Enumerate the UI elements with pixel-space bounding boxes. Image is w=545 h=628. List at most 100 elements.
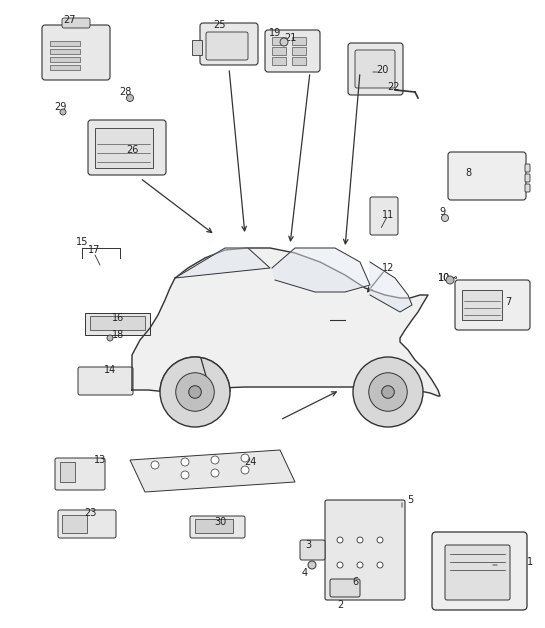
Circle shape xyxy=(181,458,189,466)
Bar xyxy=(62,515,87,533)
Text: 30: 30 xyxy=(214,517,226,527)
Text: 27: 27 xyxy=(64,15,76,25)
Text: 22: 22 xyxy=(387,82,400,92)
FancyBboxPatch shape xyxy=(265,30,320,72)
Circle shape xyxy=(377,537,383,543)
Bar xyxy=(272,37,286,45)
FancyBboxPatch shape xyxy=(330,579,360,597)
FancyBboxPatch shape xyxy=(55,458,105,490)
Text: 18: 18 xyxy=(112,330,124,340)
Bar xyxy=(50,41,80,46)
Text: 7: 7 xyxy=(505,297,511,307)
FancyBboxPatch shape xyxy=(525,174,530,182)
FancyBboxPatch shape xyxy=(355,50,395,88)
Bar xyxy=(292,37,306,45)
Text: 8: 8 xyxy=(465,168,471,178)
Circle shape xyxy=(377,562,383,568)
Text: 26: 26 xyxy=(126,145,138,155)
Circle shape xyxy=(382,386,394,398)
Text: 3: 3 xyxy=(305,540,311,550)
Circle shape xyxy=(241,466,249,474)
Circle shape xyxy=(126,94,134,102)
FancyBboxPatch shape xyxy=(42,25,110,80)
Bar xyxy=(292,57,306,65)
Bar xyxy=(462,290,502,320)
Text: 13: 13 xyxy=(94,455,106,465)
Polygon shape xyxy=(175,248,270,278)
Circle shape xyxy=(175,373,214,411)
Bar xyxy=(272,47,286,55)
Text: 12: 12 xyxy=(382,263,394,273)
Text: 10⊸: 10⊸ xyxy=(438,273,458,283)
Circle shape xyxy=(280,38,288,46)
Text: 25: 25 xyxy=(214,20,226,30)
Circle shape xyxy=(337,562,343,568)
Circle shape xyxy=(353,357,423,427)
Polygon shape xyxy=(132,248,440,396)
Text: 5: 5 xyxy=(407,495,413,505)
Text: 4: 4 xyxy=(302,568,308,578)
Bar xyxy=(50,57,80,62)
FancyBboxPatch shape xyxy=(525,184,530,192)
Bar xyxy=(292,47,306,55)
Text: 16: 16 xyxy=(112,313,124,323)
Bar xyxy=(50,49,80,54)
Circle shape xyxy=(107,335,113,341)
Polygon shape xyxy=(130,450,295,492)
FancyBboxPatch shape xyxy=(445,545,510,600)
Circle shape xyxy=(181,471,189,479)
Circle shape xyxy=(441,215,449,222)
Bar xyxy=(85,313,150,335)
FancyBboxPatch shape xyxy=(206,32,248,60)
Text: 20: 20 xyxy=(376,65,388,75)
Bar xyxy=(272,57,286,65)
Bar xyxy=(195,519,233,533)
Circle shape xyxy=(211,469,219,477)
FancyBboxPatch shape xyxy=(455,280,530,330)
FancyBboxPatch shape xyxy=(58,510,116,538)
Text: 2: 2 xyxy=(337,600,343,610)
Bar xyxy=(90,316,145,330)
FancyBboxPatch shape xyxy=(370,197,398,235)
Circle shape xyxy=(369,373,407,411)
FancyBboxPatch shape xyxy=(88,120,166,175)
Circle shape xyxy=(60,109,66,115)
Text: 9: 9 xyxy=(439,207,445,217)
Circle shape xyxy=(357,537,363,543)
Bar xyxy=(60,462,75,482)
Circle shape xyxy=(211,456,219,464)
Text: 24: 24 xyxy=(244,457,256,467)
Text: 11: 11 xyxy=(382,210,394,220)
Text: 1: 1 xyxy=(527,557,533,567)
Circle shape xyxy=(308,561,316,569)
Text: 17: 17 xyxy=(88,245,100,255)
Text: 6: 6 xyxy=(352,577,358,587)
Circle shape xyxy=(446,276,454,284)
Text: 14: 14 xyxy=(104,365,116,375)
Text: 10: 10 xyxy=(438,273,450,283)
FancyBboxPatch shape xyxy=(325,500,405,600)
Text: 19: 19 xyxy=(269,28,281,38)
Polygon shape xyxy=(370,262,412,312)
Text: 23: 23 xyxy=(84,508,96,518)
FancyBboxPatch shape xyxy=(78,367,133,395)
Bar xyxy=(50,65,80,70)
Bar xyxy=(95,128,153,168)
Bar xyxy=(192,40,202,55)
Circle shape xyxy=(241,454,249,462)
Circle shape xyxy=(357,562,363,568)
FancyBboxPatch shape xyxy=(348,43,403,95)
Circle shape xyxy=(151,461,159,469)
FancyBboxPatch shape xyxy=(432,532,527,610)
Text: 15: 15 xyxy=(76,237,88,247)
FancyBboxPatch shape xyxy=(190,516,245,538)
FancyBboxPatch shape xyxy=(62,18,90,28)
FancyBboxPatch shape xyxy=(200,23,258,65)
FancyBboxPatch shape xyxy=(525,164,530,172)
Text: 28: 28 xyxy=(119,87,131,97)
Polygon shape xyxy=(272,248,370,292)
Text: 21: 21 xyxy=(284,33,296,43)
Text: 29: 29 xyxy=(54,102,66,112)
Circle shape xyxy=(160,357,230,427)
Circle shape xyxy=(337,537,343,543)
